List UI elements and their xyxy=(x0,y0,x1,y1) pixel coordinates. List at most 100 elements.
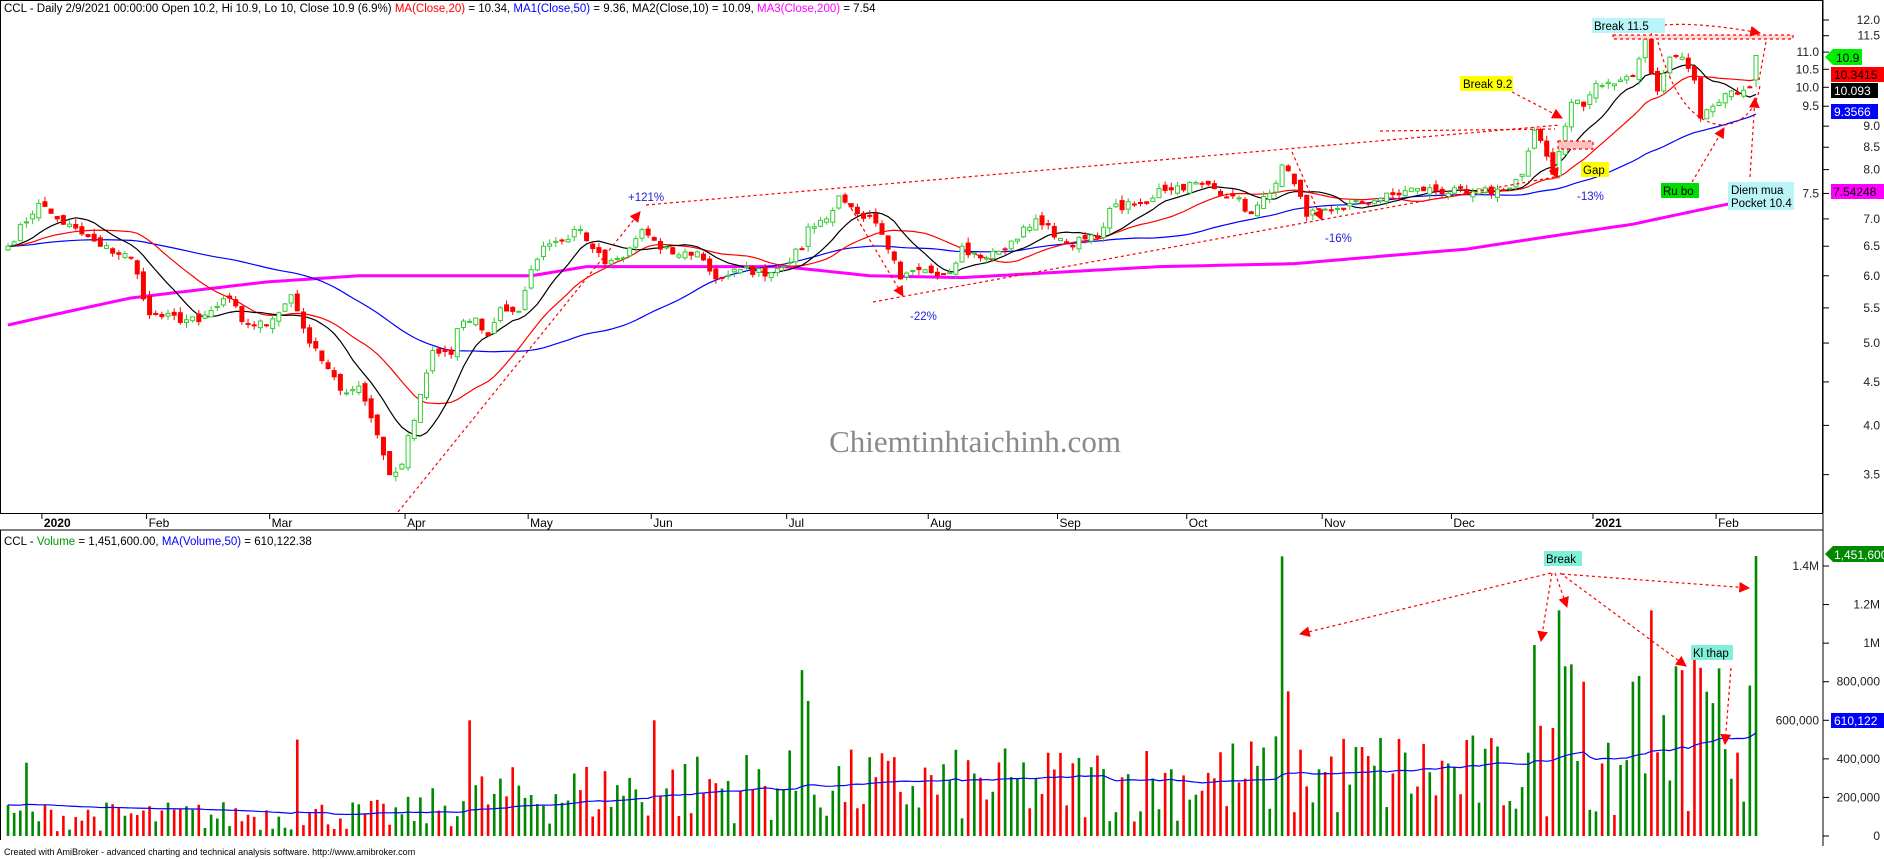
candle xyxy=(1735,87,1741,96)
ma10-badge: 10.093 xyxy=(1834,84,1871,98)
candle xyxy=(368,394,374,423)
volume-bar xyxy=(1668,780,1672,836)
candle-body xyxy=(1550,152,1556,175)
candle-body xyxy=(1064,241,1070,244)
volume-bar xyxy=(394,807,398,836)
volume-bar xyxy=(1176,820,1179,836)
candle-body xyxy=(1501,189,1507,192)
volume-bar xyxy=(1102,769,1105,836)
candle-body xyxy=(781,265,787,268)
candle xyxy=(1593,80,1599,103)
volume-bar xyxy=(874,777,878,836)
volume-bar xyxy=(1588,809,1592,836)
candle-body xyxy=(1414,188,1420,192)
candle-body xyxy=(97,237,103,247)
volume-bar xyxy=(1656,752,1659,836)
volume-bar xyxy=(1736,752,1739,836)
candle xyxy=(405,433,411,471)
volume-bar xyxy=(1077,757,1081,836)
candle xyxy=(1033,214,1039,231)
candle-body xyxy=(1014,238,1020,242)
volume-bar xyxy=(1336,812,1339,836)
candle-body xyxy=(1322,208,1328,211)
volume-bar xyxy=(880,753,884,836)
candle-body xyxy=(1002,248,1008,251)
candle-body xyxy=(1285,165,1291,172)
moving-average-lines xyxy=(7,64,1757,437)
volume-bar xyxy=(1145,751,1148,836)
volume-bar xyxy=(191,809,194,836)
candle-body xyxy=(1334,207,1340,210)
volume-bar xyxy=(825,815,828,836)
candle xyxy=(300,308,306,334)
price-tick-label: 8.0 xyxy=(1863,163,1880,177)
volume-bar xyxy=(1059,752,1062,836)
candle xyxy=(424,369,430,401)
volume-bar xyxy=(862,803,865,836)
candle xyxy=(1371,198,1377,205)
candle-body xyxy=(48,208,54,214)
price-tick-label: 3.5 xyxy=(1863,468,1880,482)
volume-tick-label: 1.4M xyxy=(1792,559,1819,573)
volume-tick-label: 800,000 xyxy=(1837,675,1881,689)
cup-arc xyxy=(1657,41,1761,126)
volume-bar xyxy=(579,790,582,836)
candle-body xyxy=(1525,150,1531,177)
candle-body xyxy=(1599,85,1605,88)
volume-bar xyxy=(160,810,164,836)
candle-body xyxy=(374,414,380,436)
candle-body xyxy=(1458,186,1464,189)
candle-body xyxy=(424,372,430,398)
candle xyxy=(701,251,707,262)
candle xyxy=(584,231,590,242)
ma200-badge-bg xyxy=(1831,184,1884,199)
volume-bar xyxy=(899,791,902,836)
candle-body xyxy=(1291,173,1297,185)
candle xyxy=(153,310,159,316)
candle-body xyxy=(442,349,448,353)
volume-bar xyxy=(1754,556,1758,836)
price-header: CCL - Daily 2/9/2021 00:00:00 Open 10.2,… xyxy=(4,3,876,15)
volume-bar xyxy=(1311,802,1315,836)
volume-bar xyxy=(1459,794,1462,836)
volume-bar xyxy=(148,806,151,836)
header-ohlc: CCL - Daily 2/9/2021 00:00:00 Open 10.2,… xyxy=(4,3,395,15)
candle-body xyxy=(1138,202,1144,205)
candle-body xyxy=(811,226,817,229)
candle xyxy=(448,346,454,359)
candle-body xyxy=(183,319,189,324)
candle xyxy=(1051,222,1057,240)
candle xyxy=(1279,163,1285,188)
candle xyxy=(1384,192,1390,206)
volume-bar xyxy=(991,791,995,836)
candle-body xyxy=(190,316,196,322)
volume-bar xyxy=(1650,610,1653,836)
footer-credit: Created with AmiBroker - advanced charti… xyxy=(4,847,415,857)
candle-body xyxy=(836,195,842,209)
candle xyxy=(1630,74,1636,78)
candle-body xyxy=(1630,75,1636,78)
volume-bar xyxy=(1126,774,1130,836)
volume-bar xyxy=(948,780,952,836)
candle xyxy=(719,276,725,282)
candle xyxy=(787,257,793,267)
volume-bar xyxy=(308,813,311,836)
volume-bar xyxy=(259,829,262,836)
candle xyxy=(1218,189,1224,196)
candle xyxy=(836,195,842,210)
candle xyxy=(337,373,343,396)
candle xyxy=(485,332,491,337)
candle-body xyxy=(737,269,743,274)
volume-bar xyxy=(382,803,385,836)
candle-body xyxy=(1390,192,1396,196)
candle-body xyxy=(707,258,713,272)
price-tick-label: 7.5 xyxy=(1802,186,1819,200)
candle xyxy=(1193,180,1199,185)
volume-bar xyxy=(1120,777,1124,836)
candle xyxy=(1138,198,1144,207)
candle xyxy=(1587,91,1593,110)
vol-ma-badge: 610,122 xyxy=(1834,714,1878,728)
volume-bar xyxy=(1397,738,1401,836)
drop-22-label: -22% xyxy=(910,311,937,323)
candle-body xyxy=(1279,164,1285,188)
